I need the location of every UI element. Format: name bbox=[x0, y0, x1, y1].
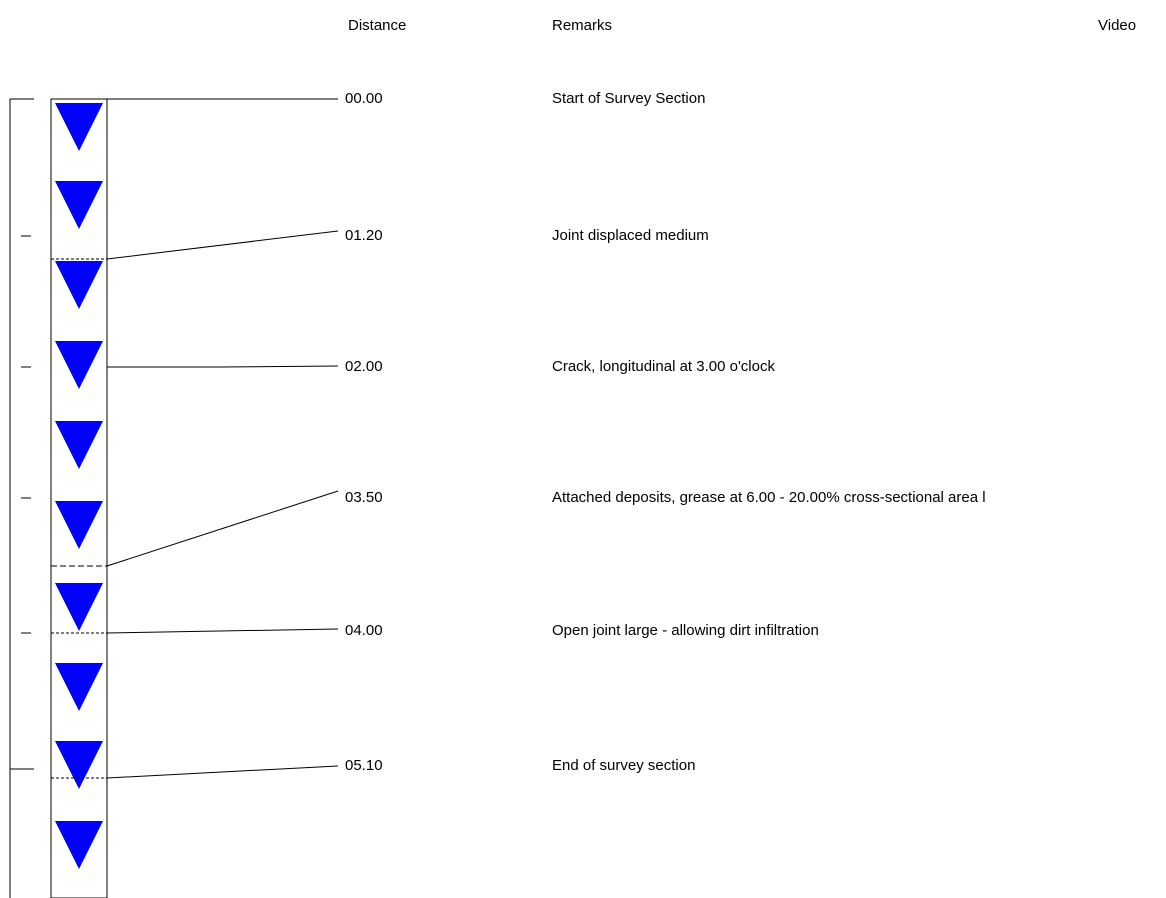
distance-value: 02.00 bbox=[345, 358, 383, 375]
leader-line-01-20 bbox=[106, 230, 339, 260]
flow-direction-markers bbox=[55, 103, 103, 869]
flow-direction-triangle-icon bbox=[55, 421, 103, 469]
video-column-header: Video bbox=[1098, 17, 1137, 34]
distance-value: 03.50 bbox=[345, 489, 383, 506]
leader-line-05-10 bbox=[106, 765, 339, 779]
pipe-body bbox=[50, 98, 108, 898]
flow-direction-triangle-icon bbox=[55, 741, 103, 789]
leader-lines bbox=[106, 98, 339, 779]
leader-line-02-00-b bbox=[219, 365, 339, 368]
remark-text: Attached deposits, grease at 6.00 - 20.0… bbox=[552, 489, 986, 506]
distance-value: 00.00 bbox=[345, 90, 383, 107]
leader-line-04-00 bbox=[106, 628, 339, 634]
flow-direction-triangle-icon bbox=[55, 821, 103, 869]
remarks-column-header: Remarks bbox=[552, 17, 613, 34]
distance-value: 01.20 bbox=[345, 227, 383, 244]
flow-direction-triangle-icon bbox=[55, 663, 103, 711]
flow-direction-triangle-icon bbox=[55, 341, 103, 389]
remark-text: Open joint large - allowing dirt infiltr… bbox=[552, 622, 819, 639]
distance-column-header: Distance bbox=[348, 17, 407, 34]
leader-line-03-50 bbox=[106, 490, 339, 567]
remark-text: Joint displaced medium bbox=[552, 227, 709, 244]
remark-text: End of survey section bbox=[552, 757, 696, 774]
flow-direction-triangle-icon bbox=[55, 583, 103, 631]
flow-direction-triangle-icon bbox=[55, 103, 103, 151]
remark-text: Crack, longitudinal at 3.00 o'clock bbox=[552, 358, 775, 375]
distance-value: 05.10 bbox=[345, 757, 383, 774]
section-scale bbox=[9, 98, 34, 898]
pipe-position-markers bbox=[51, 258, 107, 779]
flow-direction-triangle-icon bbox=[55, 501, 103, 549]
distance-value: 04.00 bbox=[345, 622, 383, 639]
remark-text: Start of Survey Section bbox=[552, 90, 706, 107]
flow-direction-triangle-icon bbox=[55, 261, 103, 309]
flow-direction-triangle-icon bbox=[55, 181, 103, 229]
